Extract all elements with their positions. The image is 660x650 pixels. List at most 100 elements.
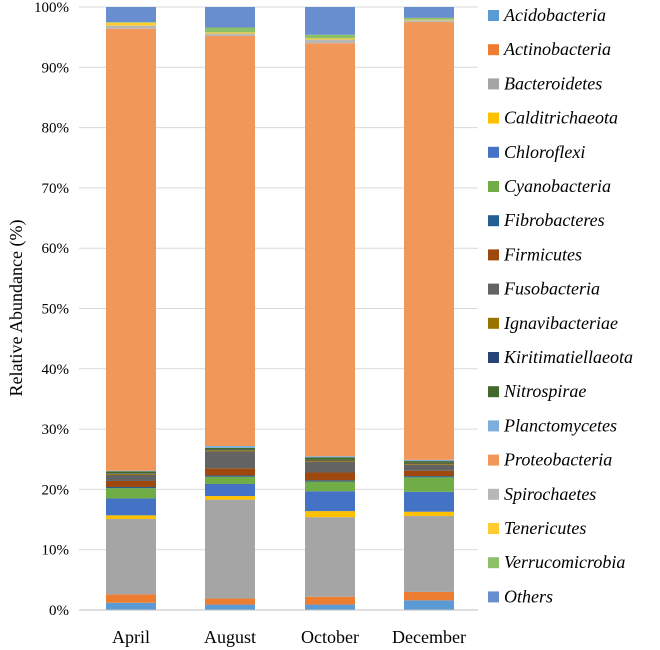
legend-label: Fusobacteria	[503, 279, 600, 299]
bar-segment	[305, 596, 355, 605]
bar-segment	[404, 491, 454, 512]
y-tick-label: 20%	[42, 482, 70, 498]
bar-segment	[305, 459, 355, 461]
bar-segment	[205, 32, 255, 34]
category-labels: April August October December	[112, 627, 466, 647]
bar-segment	[205, 451, 255, 469]
legend-swatch	[488, 386, 499, 398]
legend-label: Others	[504, 586, 553, 606]
legend-swatch	[488, 112, 499, 124]
legend-swatch	[488, 454, 499, 466]
bar-segment	[305, 457, 355, 460]
bar-segment	[404, 470, 454, 477]
bar-segment	[106, 471, 156, 474]
bar-segment	[106, 515, 156, 519]
bar-segment	[205, 33, 255, 36]
legend: Acidobacteria Actinobacteria Bacteroidetes…	[488, 5, 633, 606]
y-tick-label: 100%	[34, 0, 69, 16]
bar-segment	[404, 591, 454, 601]
bar-segment	[305, 7, 355, 35]
bar-segment	[106, 594, 156, 603]
bar-segment	[106, 7, 156, 23]
bar-segment	[404, 600, 454, 610]
bar-segment	[305, 34, 355, 39]
bar-segment	[205, 449, 255, 451]
legend-label: Kiritimatiellaeota	[503, 347, 633, 367]
bar-segment	[205, 496, 255, 500]
legend-label: Proteobacteria	[503, 450, 612, 470]
bar-segment	[205, 27, 255, 33]
bar-segment	[106, 470, 156, 472]
legend-swatch	[488, 557, 499, 569]
bar-segment	[106, 25, 156, 29]
bar-segment	[205, 483, 255, 497]
y-tick-labels: 0% 10% 20% 30% 40% 50% 60% 70% 80% 90% 100%	[34, 0, 69, 619]
bar-segment	[305, 604, 355, 610]
bar-segment	[106, 473, 156, 474]
bar-segment	[205, 604, 255, 610]
bar-segment	[205, 35, 255, 446]
legend-label: Ignavibacteriae	[503, 313, 618, 333]
bar-segment	[305, 38, 355, 40]
legend-swatch	[488, 44, 499, 56]
bar-segment	[205, 468, 255, 476]
y-tick-label: 40%	[42, 362, 70, 378]
bar-segment	[404, 7, 454, 18]
bar-segment	[205, 475, 255, 477]
legend-swatch	[488, 10, 499, 21]
legend-label: Spirochaetes	[504, 484, 596, 504]
legend-swatch	[488, 215, 499, 227]
bar-segment	[106, 518, 156, 595]
bar-segment	[106, 486, 156, 489]
legend-label: Tenericutes	[504, 518, 586, 538]
x-category-label: April	[112, 627, 150, 647]
bar-segment	[205, 7, 255, 28]
legend-swatch	[488, 283, 499, 295]
legend-label: Firmicutes	[503, 244, 582, 264]
bar-segment	[305, 39, 355, 44]
legend-swatch	[488, 146, 499, 158]
y-tick-label: 30%	[42, 422, 70, 438]
bar-segment	[305, 517, 355, 597]
bars	[106, 7, 454, 610]
legend-label: Acidobacteria	[503, 5, 606, 25]
bar-segment	[305, 472, 355, 481]
bar-segment	[305, 481, 355, 492]
y-tick-label: 10%	[42, 543, 70, 559]
bar-segment	[404, 511, 454, 516]
bar-segment	[106, 22, 156, 26]
bar-segment	[205, 445, 255, 448]
legend-label: Calditrichaeota	[504, 108, 618, 128]
x-category-label: October	[301, 627, 359, 647]
legend-label: Verrucomicrobia	[504, 552, 625, 572]
legend-swatch	[488, 523, 499, 534]
bar-segment	[305, 461, 355, 473]
x-category-label: December	[392, 627, 466, 647]
bar-segment	[106, 480, 156, 487]
legend-swatch	[488, 317, 499, 329]
bar-segment	[404, 459, 454, 462]
bar-segment	[305, 480, 355, 482]
bar-segment	[404, 463, 454, 465]
y-axis-title: Relative Abundance (%)	[6, 220, 27, 397]
y-tick-label: 90%	[42, 60, 70, 76]
legend-swatch	[488, 591, 499, 603]
bar-segment	[404, 476, 454, 478]
legend-swatch	[488, 488, 499, 500]
bar-segment	[404, 19, 454, 21]
bar-segment	[106, 602, 156, 610]
bar-segment	[305, 491, 355, 512]
y-tick-label: 0%	[49, 603, 69, 619]
legend-swatch	[488, 181, 499, 192]
bar-segment	[205, 598, 255, 605]
bar-segment	[404, 515, 454, 592]
legend-label: Actinobacteria	[503, 39, 611, 59]
bar-segment	[305, 456, 355, 458]
bar-segment	[404, 464, 454, 471]
bar-segment	[404, 462, 454, 464]
legend-swatch	[488, 78, 499, 90]
bar-segment	[106, 28, 156, 471]
bar-segment	[106, 498, 156, 516]
legend-label: Chloroflexi	[504, 142, 585, 162]
